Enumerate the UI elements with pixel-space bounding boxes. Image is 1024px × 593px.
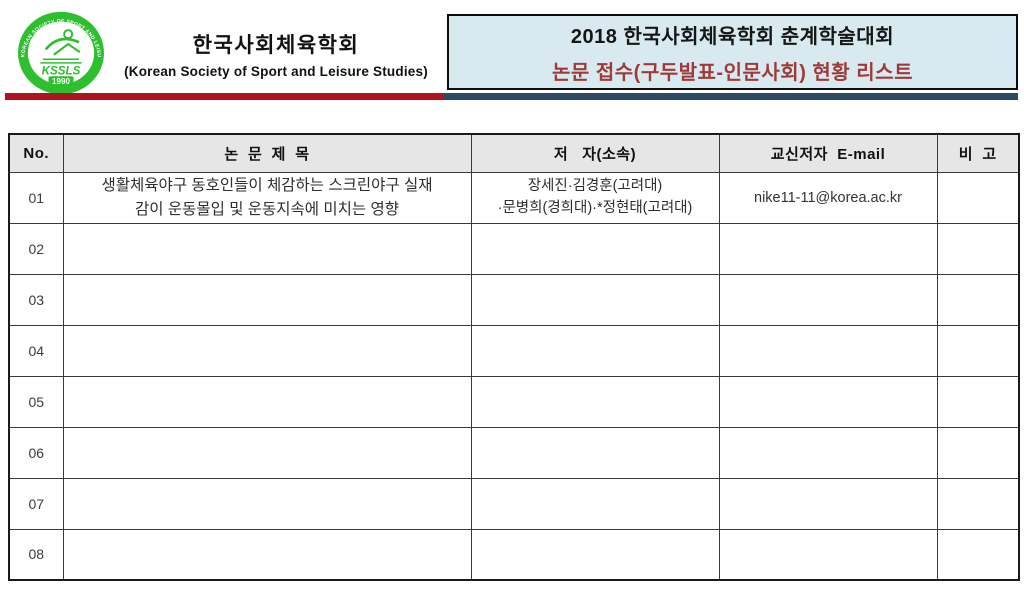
authors-line1: 장세진·김경훈(고려대) [527, 177, 663, 194]
paper-title-line1: 생활체육야구 동호인들이 체감하는 스크린야구 실재 [101, 177, 433, 195]
note-cell [936, 477, 1020, 530]
email-cell [718, 273, 938, 326]
col-header-authors: 저 자(소속) [470, 133, 720, 173]
svg-text:KSSLS: KSSLS [42, 65, 81, 78]
svg-text:1990: 1990 [52, 77, 70, 86]
authors-cell [470, 426, 720, 479]
table-row: 04 [8, 324, 1020, 377]
authors-cell [470, 375, 720, 428]
paper-title-cell [62, 273, 472, 326]
col-header-no: No. [8, 133, 64, 173]
paper-title-cell [62, 528, 472, 581]
list-subtitle: 논문 접수(구두발표-인문사회) 현황 리스트 [552, 61, 913, 84]
note-cell [936, 222, 1020, 275]
kssls-logo-icon: KOREAN SOCIETY OF SPORT AND LEISURE STUD… [14, 6, 106, 96]
note-cell [936, 171, 1020, 224]
note-cell [936, 375, 1020, 428]
table-row: 03 [8, 273, 1020, 326]
conference-title: 2018 한국사회체육학회 춘계학술대회 [570, 25, 895, 48]
authors-cell [470, 528, 720, 581]
row-number: 03 [8, 273, 64, 326]
authors-cell [470, 477, 720, 530]
paper-title-cell [62, 426, 472, 479]
document-title-box: 2018 한국사회체육학회 춘계학술대회 논문 접수(구두발표-인문사회) 현황… [447, 14, 1018, 90]
row-number: 01 [8, 171, 64, 224]
row-number: 08 [8, 528, 64, 581]
col-header-note: 비 고 [936, 133, 1020, 173]
col-header-email: 교신저자 E-mail [718, 133, 938, 173]
email-cell [718, 426, 938, 479]
header-divider [5, 93, 1018, 100]
authors-cell: 장세진·김경훈(고려대) ·문병희(경희대)·*정현태(고려대) [470, 171, 720, 224]
table-row: 08 [8, 528, 1020, 581]
row-number: 05 [8, 375, 64, 428]
authors-cell [470, 222, 720, 275]
row-number: 04 [8, 324, 64, 377]
note-cell [936, 426, 1020, 479]
note-cell [936, 528, 1020, 581]
paper-title-line2: 감이 운동몰입 및 운동지속에 미치는 영향 [135, 200, 399, 218]
email-cell [718, 222, 938, 275]
note-cell [936, 273, 1020, 326]
email-cell: nike11-11@korea.ac.kr [718, 171, 938, 224]
table-row: 06 [8, 426, 1020, 479]
row-number: 07 [8, 477, 64, 530]
table-row: 07 [8, 477, 1020, 530]
col-header-title: 논 문 제 목 [62, 133, 472, 173]
email-cell [718, 324, 938, 377]
email-cell [718, 375, 938, 428]
note-cell [936, 324, 1020, 377]
header-divider-navy [443, 93, 1018, 100]
organization-block: 한국사회체육학회 (Korean Society of Sport and Le… [106, 29, 446, 79]
table-row: 02 [8, 222, 1020, 275]
organization-name-ko: 한국사회체육학회 [192, 34, 360, 57]
email-cell [718, 477, 938, 530]
row-number: 02 [8, 222, 64, 275]
table-row: 05 [8, 375, 1020, 428]
paper-title-cell [62, 324, 472, 377]
paper-title-cell [62, 477, 472, 530]
paper-title-cell [62, 222, 472, 275]
row-number: 06 [8, 426, 64, 479]
table-row: 01 생활체육야구 동호인들이 체감하는 스크린야구 실재 감이 운동몰입 및 … [8, 171, 1020, 224]
paper-title-cell [62, 375, 472, 428]
header-divider-red [5, 93, 443, 100]
authors-cell [470, 324, 720, 377]
authors-cell [470, 273, 720, 326]
paper-title-cell: 생활체육야구 동호인들이 체감하는 스크린야구 실재 감이 운동몰입 및 운동지… [62, 171, 472, 224]
submissions-table: No. 논 문 제 목 저 자(소속) 교신저자 E-mail 비 고 01 생… [8, 133, 1020, 581]
organization-name-en: (Korean Society of Sport and Leisure Stu… [124, 64, 428, 79]
table-header-row: No. 논 문 제 목 저 자(소속) 교신저자 E-mail 비 고 [8, 133, 1020, 173]
authors-line2: ·문병희(경희대)·*정현태(고려대) [497, 199, 693, 216]
email-cell [718, 528, 938, 581]
